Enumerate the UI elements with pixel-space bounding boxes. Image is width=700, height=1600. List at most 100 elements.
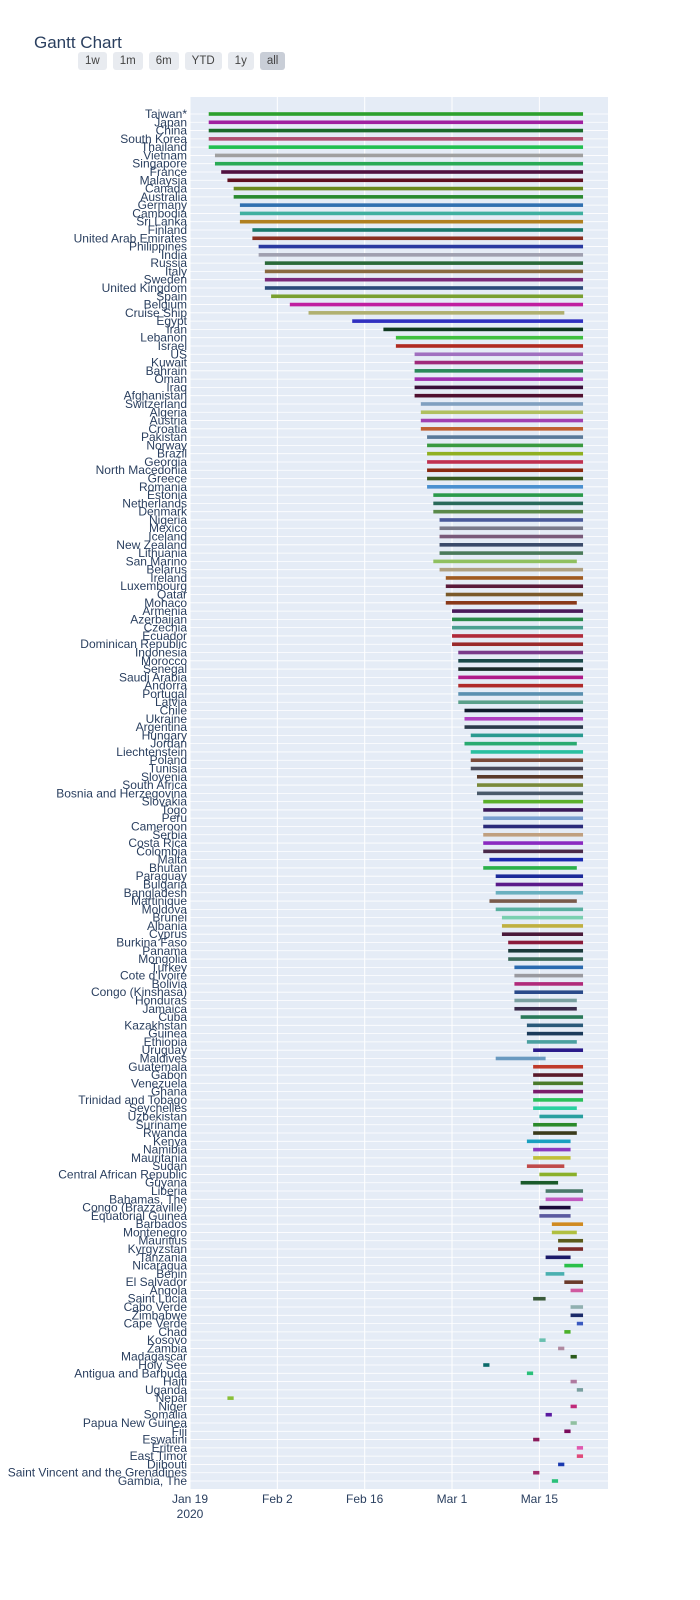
- task-bar[interactable]: [551, 1230, 577, 1235]
- task-bar[interactable]: [427, 435, 584, 439]
- task-bar[interactable]: [433, 501, 584, 506]
- range-button-1y[interactable]: 1y: [227, 52, 254, 70]
- task-bar[interactable]: [239, 211, 584, 216]
- range-button-ytd[interactable]: YTD: [184, 52, 222, 70]
- task-bar[interactable]: [570, 1305, 584, 1309]
- task-bar[interactable]: [558, 1247, 584, 1251]
- task-bar[interactable]: [445, 576, 584, 580]
- task-bar[interactable]: [564, 1263, 584, 1268]
- task-bar[interactable]: [570, 1404, 577, 1409]
- task-bar[interactable]: [483, 849, 584, 854]
- task-bar[interactable]: [526, 1371, 534, 1376]
- task-bar[interactable]: [495, 882, 584, 887]
- task-bar[interactable]: [414, 369, 584, 373]
- task-bar[interactable]: [483, 824, 584, 829]
- task-bar[interactable]: [533, 1048, 584, 1052]
- task-bar[interactable]: [264, 269, 584, 274]
- task-bar[interactable]: [433, 509, 584, 514]
- task-bar[interactable]: [545, 1189, 584, 1193]
- task-bar[interactable]: [458, 700, 584, 705]
- task-bar[interactable]: [476, 783, 584, 787]
- task-bar[interactable]: [533, 1156, 571, 1160]
- task-bar[interactable]: [221, 170, 584, 174]
- task-bar[interactable]: [439, 551, 584, 555]
- task-bar[interactable]: [227, 178, 584, 183]
- task-bar[interactable]: [533, 1470, 540, 1475]
- task-bar[interactable]: [576, 1454, 584, 1458]
- task-bar[interactable]: [308, 311, 565, 315]
- task-bar[interactable]: [252, 236, 584, 241]
- task-bar[interactable]: [495, 874, 584, 879]
- task-bar[interactable]: [501, 915, 584, 920]
- task-bar[interactable]: [551, 1479, 559, 1483]
- task-bar[interactable]: [508, 957, 584, 961]
- task-bar[interactable]: [208, 112, 584, 116]
- task-bar[interactable]: [526, 1031, 584, 1036]
- range-button-6m[interactable]: 6m: [148, 52, 179, 70]
- task-bar[interactable]: [483, 816, 584, 821]
- task-bar[interactable]: [464, 741, 577, 746]
- task-bar[interactable]: [576, 1446, 584, 1450]
- task-bar[interactable]: [514, 965, 584, 970]
- task-bar[interactable]: [489, 899, 577, 903]
- task-bar[interactable]: [508, 940, 584, 945]
- task-bar[interactable]: [539, 1214, 571, 1218]
- task-bar[interactable]: [483, 832, 584, 837]
- task-bar[interactable]: [258, 253, 584, 257]
- task-bar[interactable]: [489, 857, 584, 862]
- task-bar[interactable]: [458, 675, 584, 680]
- task-bar[interactable]: [458, 667, 584, 671]
- task-bar[interactable]: [476, 791, 584, 796]
- task-bar[interactable]: [533, 1296, 546, 1301]
- task-bar[interactable]: [564, 1330, 571, 1334]
- task-bar[interactable]: [564, 1280, 584, 1284]
- task-bar[interactable]: [214, 153, 584, 158]
- task-bar[interactable]: [526, 1023, 584, 1028]
- task-bar[interactable]: [545, 1272, 565, 1276]
- task-bar[interactable]: [526, 1040, 577, 1044]
- task-bar[interactable]: [495, 1056, 546, 1061]
- task-bar[interactable]: [227, 1396, 234, 1400]
- task-bar[interactable]: [439, 567, 584, 572]
- task-bar[interactable]: [570, 1288, 584, 1293]
- task-bar[interactable]: [414, 360, 584, 365]
- task-bar[interactable]: [495, 890, 584, 895]
- task-bar[interactable]: [470, 733, 584, 738]
- task-bar[interactable]: [514, 973, 584, 978]
- task-bar[interactable]: [420, 427, 584, 431]
- task-bar[interactable]: [533, 1081, 584, 1086]
- task-bar[interactable]: [414, 377, 584, 381]
- task-bar[interactable]: [570, 1354, 577, 1359]
- task-bar[interactable]: [545, 1197, 584, 1202]
- task-bar[interactable]: [452, 609, 584, 613]
- task-bar[interactable]: [289, 302, 584, 307]
- task-bar[interactable]: [501, 932, 584, 936]
- task-bar[interactable]: [570, 1379, 577, 1384]
- task-bar[interactable]: [264, 286, 584, 290]
- task-bar[interactable]: [427, 460, 584, 464]
- task-bar[interactable]: [427, 468, 584, 473]
- task-bar[interactable]: [545, 1412, 552, 1417]
- task-bar[interactable]: [533, 1089, 584, 1094]
- task-bar[interactable]: [239, 203, 584, 207]
- task-bar[interactable]: [433, 493, 584, 497]
- task-bar[interactable]: [427, 485, 584, 489]
- task-bar[interactable]: [414, 385, 584, 390]
- task-bar[interactable]: [495, 907, 584, 912]
- task-bar[interactable]: [445, 601, 577, 605]
- task-bar[interactable]: [433, 559, 577, 564]
- task-bar[interactable]: [352, 319, 584, 323]
- task-bar[interactable]: [533, 1437, 540, 1442]
- task-bar[interactable]: [483, 1363, 490, 1367]
- task-bar[interactable]: [570, 1313, 584, 1318]
- task-bar[interactable]: [533, 1131, 577, 1135]
- task-bar[interactable]: [439, 534, 584, 539]
- task-bar[interactable]: [533, 1147, 571, 1152]
- task-bar[interactable]: [383, 327, 584, 332]
- task-bar[interactable]: [545, 1255, 571, 1260]
- task-bar[interactable]: [452, 634, 584, 638]
- task-bar[interactable]: [414, 393, 584, 398]
- task-bar[interactable]: [501, 924, 584, 928]
- task-bar[interactable]: [239, 219, 584, 224]
- task-bar[interactable]: [439, 518, 584, 522]
